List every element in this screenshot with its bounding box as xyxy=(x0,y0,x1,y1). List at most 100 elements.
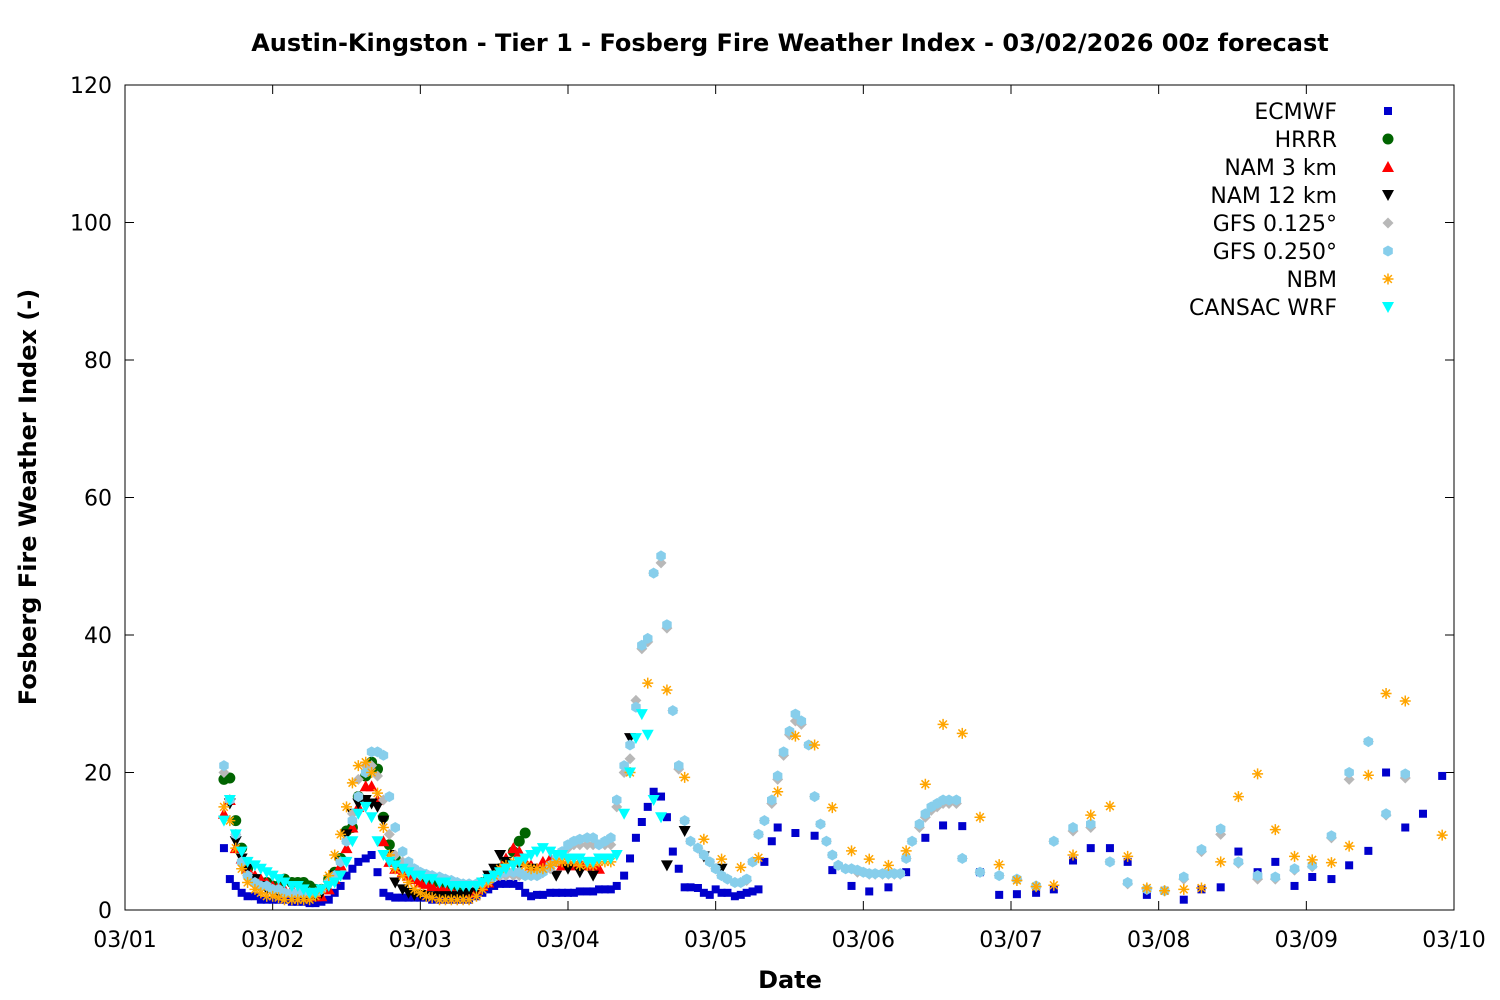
data-point xyxy=(1068,822,1078,833)
data-point xyxy=(626,854,635,863)
data-point xyxy=(604,853,617,865)
data-point xyxy=(662,619,672,631)
data-point xyxy=(595,885,604,894)
data-point xyxy=(1195,882,1207,894)
data-point xyxy=(507,860,520,872)
y-tick-label: 120 xyxy=(70,74,112,99)
data-point xyxy=(490,881,499,890)
data-point xyxy=(1269,824,1281,836)
data-point xyxy=(398,893,407,902)
data-point xyxy=(863,853,875,865)
data-point xyxy=(631,833,640,842)
data-point xyxy=(340,842,353,854)
data-point xyxy=(772,770,783,782)
data-point xyxy=(705,890,714,899)
data-point xyxy=(353,791,364,803)
data-point xyxy=(693,884,702,892)
data-point xyxy=(532,890,541,899)
data-point xyxy=(359,801,372,813)
legend-label: CANSAC WRF xyxy=(1189,296,1337,321)
data-point xyxy=(385,892,394,901)
data-point xyxy=(778,746,789,758)
data-point xyxy=(956,727,968,739)
data-point xyxy=(736,890,745,899)
data-point xyxy=(347,815,358,827)
data-point xyxy=(919,778,931,790)
data-point xyxy=(796,715,807,727)
data-point xyxy=(521,888,530,897)
data-point xyxy=(1067,849,1079,861)
data-point xyxy=(525,863,537,875)
data-point xyxy=(379,888,388,897)
data-point xyxy=(647,795,660,806)
data-point xyxy=(1325,857,1337,869)
data-point xyxy=(1086,818,1096,830)
data-point xyxy=(624,753,636,765)
data-point xyxy=(1048,879,1060,891)
data-point xyxy=(574,859,586,871)
data-point xyxy=(476,877,489,889)
data-point xyxy=(810,831,819,840)
data-point xyxy=(1122,850,1134,862)
data-point xyxy=(1306,854,1318,866)
data-point xyxy=(248,860,261,872)
data-point xyxy=(426,874,439,886)
data-point xyxy=(865,887,874,896)
data-point xyxy=(629,733,642,745)
data-point xyxy=(1159,885,1171,897)
data-point xyxy=(470,890,482,902)
data-point xyxy=(330,888,339,897)
data-point xyxy=(336,881,345,890)
data-point xyxy=(1436,829,1448,841)
data-point xyxy=(334,870,347,882)
data-point xyxy=(544,846,557,858)
x-tick-label: 03/01 xyxy=(93,928,156,953)
legend-label: NAM 3 km xyxy=(1224,156,1337,181)
data-point xyxy=(242,877,254,888)
data-point xyxy=(958,822,967,831)
data-point xyxy=(642,677,654,689)
data-point xyxy=(716,853,728,865)
data-point xyxy=(564,888,572,897)
data-point xyxy=(391,893,400,902)
data-point xyxy=(1400,768,1410,780)
data-point xyxy=(685,835,696,847)
data-point xyxy=(298,894,310,906)
data-point xyxy=(1105,844,1114,853)
data-point xyxy=(975,866,985,878)
data-point xyxy=(562,863,574,875)
x-tick-label: 03/10 xyxy=(1422,928,1485,953)
data-point xyxy=(635,709,648,721)
data-point xyxy=(278,894,290,906)
data-point xyxy=(229,836,242,848)
legend-marker xyxy=(1382,190,1394,201)
x-axis-title: Date xyxy=(758,966,822,994)
data-point xyxy=(1289,850,1301,862)
data-point xyxy=(589,887,598,896)
data-point xyxy=(538,890,547,899)
data-point xyxy=(249,883,261,895)
data-point xyxy=(748,887,757,896)
data-point xyxy=(1381,808,1391,820)
data-point xyxy=(993,859,1005,871)
data-point xyxy=(920,808,931,820)
data-point xyxy=(352,798,365,810)
data-point xyxy=(335,828,347,840)
data-point xyxy=(1232,791,1244,803)
data-point xyxy=(1032,888,1041,897)
data-point xyxy=(882,859,894,871)
data-point xyxy=(643,802,652,811)
data-point xyxy=(606,885,615,894)
data-point xyxy=(648,567,659,579)
data-point xyxy=(730,892,739,901)
data-point xyxy=(1011,874,1023,886)
data-point xyxy=(494,867,507,879)
x-tick-label: 03/06 xyxy=(832,928,895,953)
data-point xyxy=(527,892,536,901)
data-point xyxy=(674,760,684,772)
data-point xyxy=(346,836,359,848)
data-point xyxy=(674,864,683,873)
data-point xyxy=(230,842,242,854)
data-point xyxy=(546,888,555,897)
data-point xyxy=(267,890,279,902)
